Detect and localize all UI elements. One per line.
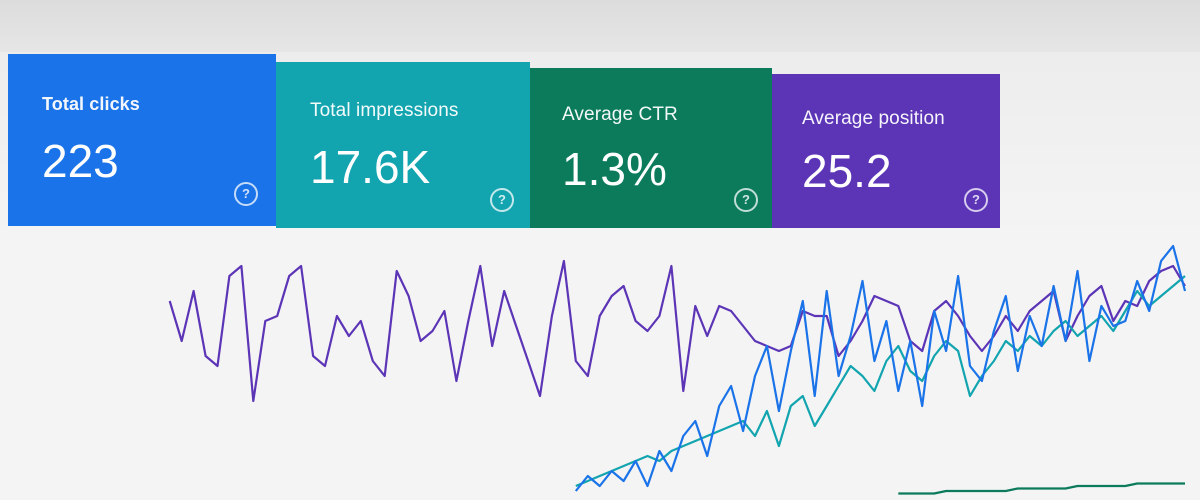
top-strip: [0, 0, 1200, 52]
chart-panel: [0, 226, 1200, 500]
metric-value: 1.3%: [562, 143, 667, 195]
average-ctr-card[interactable]: Average CTR 1.3% ?: [530, 68, 772, 228]
metric-label: Total impressions: [310, 100, 459, 121]
total-clicks-card[interactable]: Total clicks 223 ?: [8, 54, 276, 226]
series-line-2: [574, 244, 1187, 492]
series-line-3: [898, 482, 1185, 495]
metric-value: 17.6K: [310, 141, 431, 193]
average-position-card[interactable]: Average position 25.2 ?: [772, 74, 1000, 228]
help-circle-icon[interactable]: ?: [234, 182, 258, 206]
metric-label: Total clicks: [42, 94, 140, 114]
total-impressions-card[interactable]: Total impressions 17.6K ?: [276, 62, 530, 228]
performance-chart-svg: [168, 244, 1187, 495]
metric-label: Average position: [802, 108, 945, 129]
metric-value: 25.2: [802, 145, 892, 197]
metric-label: Average CTR: [562, 104, 678, 125]
series-line-1: [575, 275, 1186, 488]
help-circle-icon[interactable]: ?: [490, 188, 514, 212]
series-line-0: [168, 259, 1186, 403]
performance-chart: [0, 226, 1200, 500]
help-circle-icon[interactable]: ?: [734, 188, 758, 212]
help-circle-icon[interactable]: ?: [964, 188, 988, 212]
metric-value: 223: [42, 135, 119, 187]
